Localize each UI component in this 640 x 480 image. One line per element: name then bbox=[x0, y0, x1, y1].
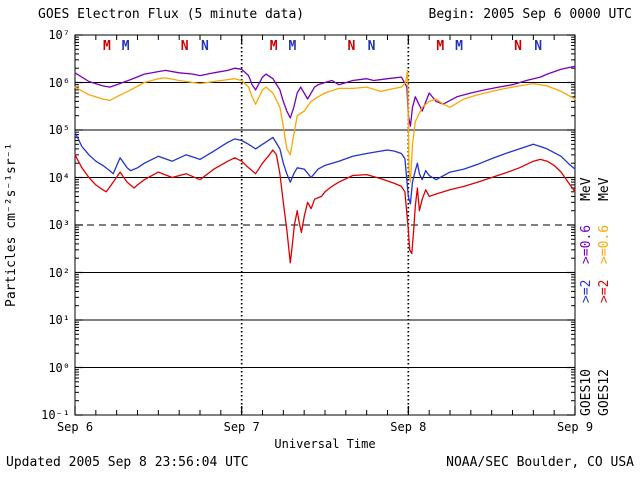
flux-curve-goes10-0-6-mev bbox=[74, 65, 576, 127]
satellite-noon-marker: N bbox=[347, 39, 355, 54]
y-tick-label: 10⁻¹ bbox=[41, 408, 70, 422]
y-tick-label: 10⁰ bbox=[48, 360, 70, 375]
legend-goes10: GOES10 >=2 >=0.6 MeV bbox=[579, 62, 594, 416]
satellite-noon-marker: N bbox=[368, 39, 376, 54]
flux-curve-goes12-2-mev bbox=[74, 149, 576, 264]
satellite-midnight-marker: M bbox=[103, 39, 111, 54]
satellite-midnight-marker: M bbox=[122, 39, 130, 54]
source-credit: NOAA/SEC Boulder, CO USA bbox=[446, 455, 634, 470]
y-tick-label: 10⁶ bbox=[48, 75, 70, 90]
satellite-midnight-marker: M bbox=[288, 39, 296, 54]
satellite-midnight-marker: M bbox=[270, 39, 278, 54]
legend-goes12-ge06mev: >=0.6 bbox=[597, 224, 612, 264]
flux-curve-goes12-0-6-mev bbox=[74, 69, 576, 183]
x-tick-label: Sep 6 bbox=[56, 420, 94, 434]
x-tick-label: Sep 8 bbox=[390, 420, 427, 434]
y-tick-label: 10³ bbox=[48, 218, 70, 232]
legend-goes10-ge2mev: >=2 bbox=[579, 279, 594, 304]
legend-goes12-unit: MeV bbox=[597, 177, 612, 201]
satellite-noon-marker: N bbox=[534, 39, 542, 54]
legend-goes12: GOES12 >=2 >=0.6 MeV bbox=[597, 62, 612, 416]
y-tick-label: 10¹ bbox=[48, 313, 70, 327]
satellite-noon-marker: N bbox=[201, 39, 209, 54]
flux-curve-goes10-2-mev bbox=[74, 131, 576, 205]
plot-border bbox=[74, 34, 576, 416]
y-tick-label: 10² bbox=[48, 265, 70, 280]
legend-goes12-ge2mev: >=2 bbox=[597, 279, 612, 304]
legend-goes10-satellite: GOES10 bbox=[579, 369, 594, 416]
legend-goes12-satellite: GOES12 bbox=[597, 369, 612, 416]
satellite-noon-marker: N bbox=[514, 39, 522, 54]
satellite-midnight-marker: M bbox=[455, 39, 463, 54]
satellite-noon-marker: N bbox=[181, 39, 189, 54]
updated-timestamp: Updated 2005 Sep 8 23:56:04 UTC bbox=[6, 455, 249, 470]
legend-goes10-unit: MeV bbox=[579, 177, 594, 201]
legend-goes10-ge06mev: >=0.6 bbox=[579, 224, 594, 264]
y-axis-label: Particles cm⁻²s⁻¹sr⁻¹ bbox=[4, 142, 19, 308]
page-title: GOES Electron Flux (5 minute data) bbox=[38, 7, 305, 22]
y-tick-label: 10⁴ bbox=[48, 170, 70, 185]
y-tick-label: 10⁷ bbox=[48, 28, 70, 42]
y-tick-label: 10⁵ bbox=[48, 123, 70, 137]
satellite-midnight-marker: M bbox=[436, 39, 444, 54]
begin-timestamp: Begin: 2005 Sep 6 0000 UTC bbox=[428, 7, 633, 22]
x-tick-label: Sep 7 bbox=[223, 420, 260, 434]
x-tick-label: Sep 9 bbox=[556, 420, 594, 434]
x-axis-label: Universal Time bbox=[274, 437, 376, 451]
